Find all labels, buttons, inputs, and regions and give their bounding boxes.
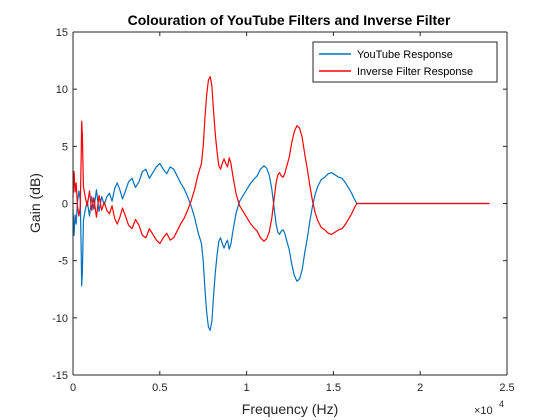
y-tick-label: 5: [62, 141, 68, 153]
chart-title: Colouration of YouTube Filters and Inver…: [128, 12, 451, 28]
y-tick-label: 10: [56, 84, 68, 96]
x-exponent-power: 4: [499, 399, 504, 409]
x-tick-label: 2: [417, 382, 423, 394]
y-tick-label: -10: [52, 313, 68, 325]
x-exponent-base: ×10: [474, 405, 493, 417]
legend: YouTube Response Inverse Filter Response: [312, 41, 498, 83]
series-line-inverse-filter-response: [72, 75, 490, 245]
y-tick-label: -15: [52, 370, 68, 382]
series-line-youtube-response: [72, 162, 490, 332]
x-tick-label: 0.5: [152, 382, 167, 394]
y-tick-label: 15: [56, 27, 68, 39]
y-tick-label: -5: [58, 256, 68, 268]
legend-label: Inverse Filter Response: [357, 66, 473, 78]
x-axis-label: Frequency (Hz): [242, 401, 338, 417]
x-tick-label: 2.5: [499, 382, 514, 394]
y-axis-label: Gain (dB): [27, 173, 43, 233]
tick-layer: 0 0.5 1 1.5 2 2.5 -15 -10 -5 0 5 10 15: [52, 27, 515, 394]
legend-label: YouTube Response: [357, 49, 453, 61]
x-tick-label: 0: [70, 382, 76, 394]
x-exponent-label: ×10 4: [474, 399, 504, 417]
legend-box: [312, 41, 498, 83]
x-tick-label: 1.5: [326, 382, 341, 394]
series-layer: [72, 75, 490, 332]
y-tick-label: 0: [62, 199, 68, 211]
x-tick-label: 1: [244, 382, 250, 394]
